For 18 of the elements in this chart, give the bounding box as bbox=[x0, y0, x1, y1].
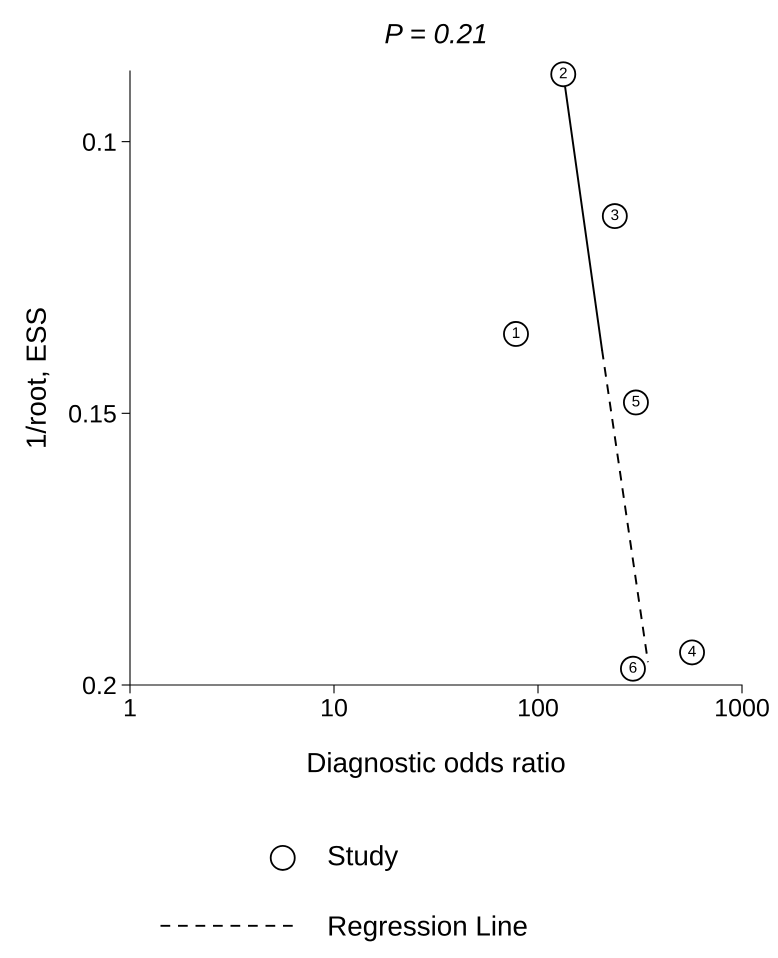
x-tick-label: 1000 bbox=[716, 698, 769, 717]
y-tick-label: 0.2 bbox=[83, 676, 116, 694]
x-tick-label: 100 bbox=[519, 698, 558, 717]
y-tick-label: 0.15 bbox=[69, 404, 116, 423]
annotation: 1 bbox=[512, 327, 520, 338]
annotation: 5 bbox=[632, 396, 640, 407]
y-axis-title: 1/root, ESS bbox=[26, 308, 50, 447]
annotation: 6 bbox=[629, 662, 637, 673]
legend-label: Study bbox=[328, 845, 398, 871]
annotation: 2 bbox=[560, 68, 567, 78]
x-tick-label: 1 bbox=[124, 699, 136, 716]
x-axis-title: Diagnostic odds ratio bbox=[308, 752, 565, 778]
y-tick-label: 0.1 bbox=[83, 133, 116, 151]
x-tick-label: 10 bbox=[322, 698, 347, 717]
legend-label: Regression Line bbox=[329, 915, 527, 942]
chart-title: P = 0.21 bbox=[385, 24, 486, 44]
annotation: 4 bbox=[688, 646, 696, 656]
annotation: 3 bbox=[611, 209, 618, 220]
